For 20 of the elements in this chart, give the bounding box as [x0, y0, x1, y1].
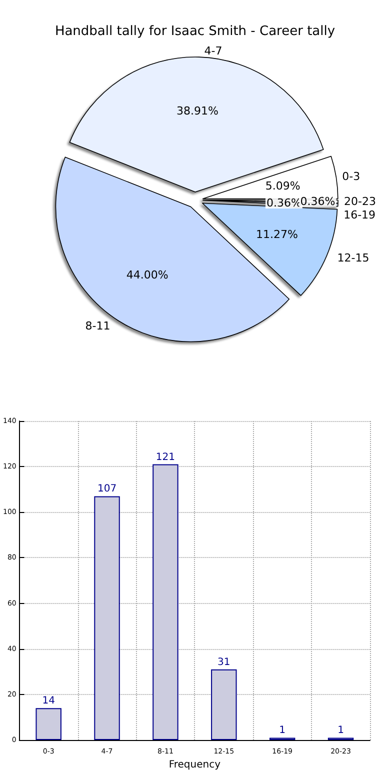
slice-label: 0-3 — [342, 170, 360, 183]
chart-title: Handball tally for Isaac Smith - Career tally — [54, 24, 336, 39]
data-label: 5.09% — [265, 179, 300, 192]
data-label: 14 — [42, 696, 55, 707]
slice-label: 8-11 — [85, 319, 110, 332]
data-label: 121 — [156, 452, 176, 463]
data-label: 1 — [338, 725, 344, 736]
data-label: 38.91% — [176, 104, 219, 118]
slice-label: 16-19 — [344, 208, 376, 222]
x-axis-title: Frequency — [168, 759, 221, 770]
data-label: 11.27% — [256, 228, 298, 242]
data-label: 107 — [97, 484, 117, 495]
slice-label: 4-7 — [204, 44, 222, 58]
data-label: 0.36% — [266, 196, 302, 210]
data-label: 0.36% — [300, 194, 336, 208]
slice-label: 20-23 — [344, 195, 376, 208]
data-label: 1 — [279, 725, 286, 736]
data-label: 31 — [218, 656, 230, 668]
slice-label: 12-15 — [337, 251, 370, 264]
data-label: 44.00% — [126, 268, 168, 282]
